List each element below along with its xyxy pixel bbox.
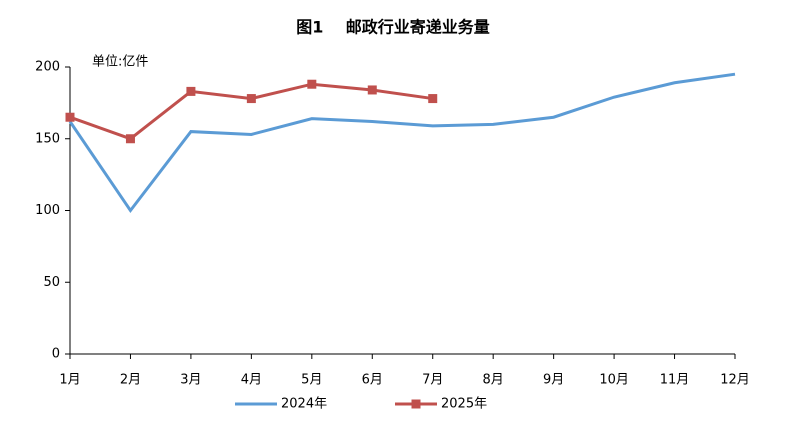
- point: [65, 112, 75, 122]
- point: [307, 79, 317, 89]
- y-axis-label: 单位:亿件: [92, 55, 148, 70]
- point: [186, 86, 196, 96]
- x-tick-label: 2月: [120, 373, 141, 388]
- point: [246, 94, 256, 104]
- legend-label: 2024年: [281, 397, 327, 412]
- x-tick-label: 10月: [599, 373, 629, 388]
- x-tick-label: 6月: [362, 373, 383, 388]
- y-tick-label: 150: [35, 131, 60, 146]
- x-tick-label: 12月: [720, 373, 750, 388]
- x-tick-label: 3月: [180, 373, 201, 388]
- x-tick-label: 7月: [422, 373, 443, 388]
- x-tick-label: 8月: [483, 373, 504, 388]
- y-tick-label: 200: [35, 60, 60, 75]
- legend-marker: [411, 399, 421, 409]
- x-tick-label: 5月: [301, 373, 322, 388]
- chart-title: 图1 邮政行业寄递业务量: [296, 18, 489, 37]
- x-tick-label: 9月: [543, 373, 564, 388]
- series-line: [68, 72, 736, 214]
- x-tick-label: 4月: [241, 373, 262, 388]
- legend-label: 2025年: [441, 397, 487, 412]
- x-tick-label: 11月: [660, 373, 690, 388]
- series-line: [69, 82, 433, 141]
- y-tick-label: 50: [43, 275, 60, 290]
- point: [125, 134, 135, 144]
- y-tick-label: 100: [35, 203, 60, 218]
- x-tick-label: 1月: [59, 373, 80, 388]
- y-tick-label: 0: [52, 347, 60, 362]
- point: [428, 94, 438, 104]
- point: [367, 85, 377, 95]
